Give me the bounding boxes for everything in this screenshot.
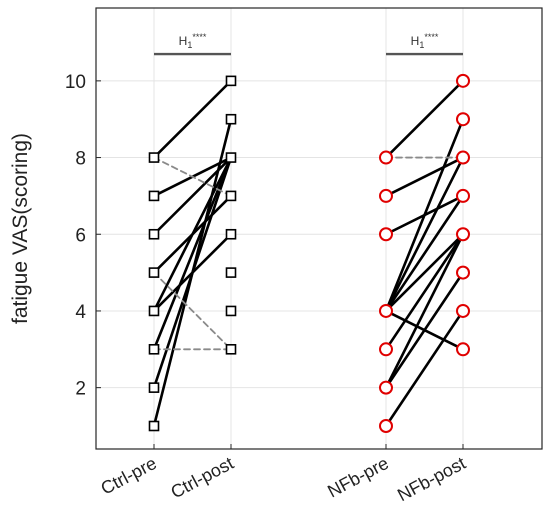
paired-line-dashed xyxy=(153,156,232,197)
circle-marker xyxy=(456,265,470,280)
y-tick-label: 4 xyxy=(75,302,86,323)
square-marker xyxy=(148,305,160,317)
plot-frame xyxy=(95,7,543,450)
gridlines xyxy=(96,8,542,449)
square-marker xyxy=(148,267,160,278)
circle-marker xyxy=(379,150,393,165)
circle-marker xyxy=(379,188,393,203)
paired-line xyxy=(384,79,465,159)
data-markers xyxy=(148,73,470,433)
square-marker xyxy=(225,228,237,240)
square-marker xyxy=(148,420,160,432)
circle-marker xyxy=(379,342,393,357)
square-marker xyxy=(148,382,160,393)
paired-lines xyxy=(152,79,465,428)
square-marker xyxy=(225,152,237,163)
paired-line xyxy=(384,232,465,313)
circle-marker xyxy=(456,188,470,203)
circle-marker xyxy=(379,418,393,433)
paired-line xyxy=(384,309,465,428)
square-marker xyxy=(225,190,237,202)
circle-marker xyxy=(456,342,470,357)
paired-line-dashed xyxy=(153,271,232,351)
y-tick-label: 2 xyxy=(75,379,86,400)
square-marker xyxy=(148,343,160,355)
circle-marker xyxy=(456,227,470,242)
paired-line xyxy=(384,232,465,351)
significance-label: H1**** xyxy=(411,32,439,50)
x-tick-label: NFb-pre xyxy=(324,453,392,502)
paired-line xyxy=(152,79,233,159)
y-tick-label: 8 xyxy=(75,149,86,170)
paired-line xyxy=(152,194,233,274)
paired-line xyxy=(384,156,465,198)
paired-line xyxy=(152,232,233,313)
square-marker xyxy=(225,113,237,125)
circle-marker xyxy=(456,112,470,127)
paired-line xyxy=(152,156,233,236)
square-marker xyxy=(148,190,160,202)
circle-marker xyxy=(456,73,470,88)
paired-line xyxy=(384,194,465,236)
axis-ticks: 2 4 6 8 10 xyxy=(65,72,464,449)
paired-line xyxy=(384,309,465,351)
square-marker xyxy=(225,267,237,278)
y-tick-label: 10 xyxy=(65,72,86,93)
x-tick-label: NFb-post xyxy=(394,453,469,505)
significance-label: H1**** xyxy=(179,32,207,50)
circle-marker xyxy=(456,150,470,165)
y-tick-label: 6 xyxy=(75,225,86,246)
square-marker xyxy=(225,343,237,355)
circle-marker xyxy=(379,303,393,318)
x-tick-label: Ctrl-post xyxy=(167,453,236,503)
x-tick-label: Ctrl-pre xyxy=(97,453,159,499)
square-marker xyxy=(225,75,237,87)
paired-line xyxy=(384,232,465,389)
circle-marker xyxy=(456,303,470,318)
square-marker xyxy=(225,305,237,317)
circle-marker xyxy=(379,227,393,242)
y-axis-label: fatigue VAS(scoring) xyxy=(9,133,32,324)
paired-line xyxy=(384,194,465,313)
square-marker xyxy=(148,152,160,163)
square-marker xyxy=(148,228,160,240)
paired-line xyxy=(152,156,233,351)
significance-brackets: H1**** H1**** xyxy=(154,32,463,56)
paired-line xyxy=(384,156,465,313)
circle-marker xyxy=(379,380,393,395)
